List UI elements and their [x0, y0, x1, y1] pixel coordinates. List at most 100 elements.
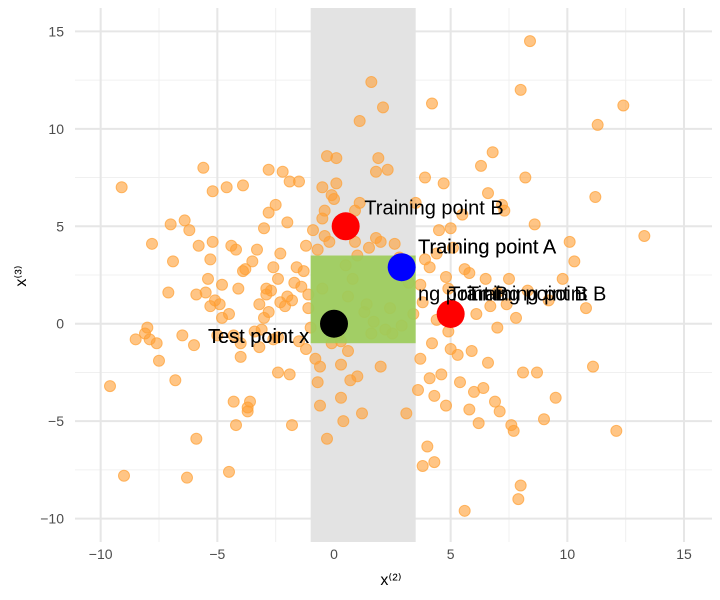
data-point — [192, 239, 205, 252]
data-point — [300, 343, 312, 356]
data-point — [428, 389, 441, 402]
data-point — [311, 376, 324, 389]
data-point — [465, 345, 478, 358]
data-point — [503, 272, 515, 285]
data-point — [307, 224, 319, 237]
data-point — [115, 181, 128, 194]
data-point — [414, 352, 427, 365]
data-point — [202, 272, 214, 285]
data-point — [475, 159, 487, 172]
data-point — [118, 469, 130, 482]
data-point — [176, 329, 189, 342]
data-point — [470, 307, 483, 320]
y-tick-label: 15 — [48, 23, 64, 39]
data-point — [482, 356, 494, 369]
data-point — [363, 241, 375, 254]
data-point — [542, 294, 555, 307]
data-point — [265, 284, 277, 297]
x-tick-label: 5 — [447, 546, 455, 562]
data-point — [335, 391, 347, 404]
data-point — [220, 181, 233, 194]
data-point — [316, 181, 329, 194]
x-tick-label: −10 — [89, 546, 113, 562]
data-point — [234, 337, 247, 350]
data-point — [262, 206, 275, 219]
data-point — [246, 255, 259, 268]
data-point — [463, 403, 476, 416]
data-point — [426, 97, 438, 110]
data-point — [330, 152, 343, 165]
data-point — [204, 253, 217, 266]
data-point — [223, 307, 235, 320]
data-point — [491, 321, 504, 334]
data-point — [479, 272, 492, 285]
data-point — [440, 399, 452, 412]
data-point — [531, 366, 543, 379]
data-point — [587, 360, 599, 373]
data-point — [318, 204, 331, 217]
data-point — [493, 405, 506, 418]
annotation-label: Test point x — [208, 326, 309, 348]
data-point — [416, 459, 429, 472]
data-point — [162, 286, 175, 299]
data-point — [267, 261, 280, 274]
data-point — [258, 222, 270, 235]
data-point — [491, 286, 504, 299]
data-point — [234, 350, 247, 363]
data-point — [591, 118, 604, 131]
data-point — [321, 432, 333, 445]
data-point — [580, 302, 592, 315]
x-tick-label: 0 — [330, 546, 338, 562]
data-point — [458, 504, 471, 517]
data-point — [486, 146, 499, 159]
data-point — [272, 366, 284, 379]
data-point — [388, 237, 401, 250]
data-point — [197, 161, 210, 174]
annotation-label: Training point B — [467, 283, 606, 305]
data-point — [638, 230, 651, 243]
data-point — [328, 192, 340, 205]
highlighted-points — [320, 212, 465, 338]
data-point — [272, 331, 284, 344]
data-point — [129, 333, 142, 346]
annotation-label: Test point x — [208, 326, 309, 348]
data-point — [253, 298, 266, 311]
data-point — [239, 263, 252, 276]
data-point — [563, 235, 576, 248]
data-point — [500, 298, 513, 311]
data-point — [188, 339, 200, 352]
data-point — [412, 383, 424, 396]
data-point — [335, 358, 347, 371]
data-point — [181, 471, 193, 484]
data-point — [365, 76, 378, 89]
x-axis-ticks: −10 −5 0 5 10 15 — [89, 546, 692, 562]
data-point — [274, 247, 287, 260]
data-point — [206, 235, 219, 248]
data-point — [342, 345, 354, 358]
data-point — [206, 185, 219, 198]
data-point — [244, 395, 256, 408]
annotation-label: Training point A — [418, 237, 557, 259]
training-point-b — [331, 212, 360, 241]
data-point — [519, 171, 532, 184]
annotation-label: ng point B — [418, 283, 508, 305]
data-point — [230, 243, 242, 256]
y-tick-label: −5 — [48, 413, 64, 429]
data-point — [153, 354, 165, 367]
y-axis-ticks: −10 −5 0 5 10 15 — [40, 23, 64, 526]
x-tick-label: 10 — [560, 546, 576, 562]
data-point — [451, 348, 464, 361]
data-point — [458, 263, 471, 276]
data-point — [295, 280, 308, 293]
data-point — [447, 241, 459, 254]
data-point — [496, 198, 508, 211]
data-point — [183, 224, 196, 237]
data-point — [435, 368, 448, 381]
data-point — [272, 272, 284, 285]
data-point — [428, 456, 441, 469]
data-point — [419, 171, 431, 184]
data-point — [477, 382, 490, 395]
data-point — [416, 296, 429, 309]
data-point — [507, 424, 520, 437]
data-point — [169, 374, 182, 387]
